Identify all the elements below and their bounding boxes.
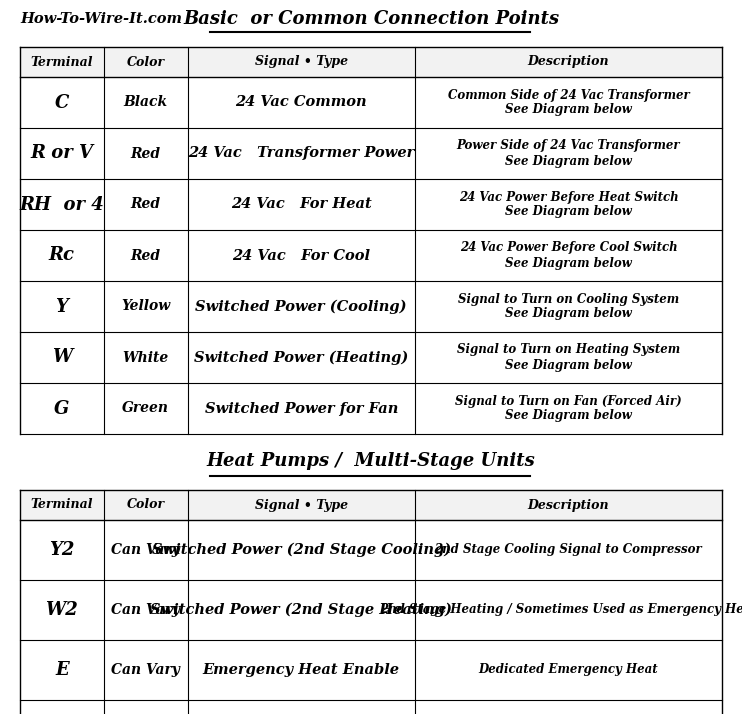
Text: Switched Power (Cooling): Switched Power (Cooling) <box>195 299 407 313</box>
Text: Description: Description <box>528 498 609 511</box>
Bar <box>20 490 722 520</box>
Text: Signal to Turn on Heating System
See Diagram below: Signal to Turn on Heating System See Dia… <box>457 343 680 371</box>
Bar <box>20 230 722 281</box>
Bar <box>20 580 722 640</box>
Text: Signal to Turn on Cooling System
See Diagram below: Signal to Turn on Cooling System See Dia… <box>458 293 679 321</box>
Text: Signal • Type: Signal • Type <box>255 498 348 511</box>
Bar <box>20 128 722 179</box>
Text: Dedicated Emergency Heat: Dedicated Emergency Heat <box>479 663 658 676</box>
Text: Can Vary: Can Vary <box>111 543 180 557</box>
Text: Color: Color <box>127 56 165 69</box>
Text: Black: Black <box>124 96 168 109</box>
Text: Basic  or Common Connection Points: Basic or Common Connection Points <box>183 10 559 28</box>
Text: 24 Vac Power Before Heat Switch
See Diagram below: 24 Vac Power Before Heat Switch See Diag… <box>459 191 678 218</box>
Text: Switched Power (2nd Stage Heating): Switched Power (2nd Stage Heating) <box>151 603 452 617</box>
Text: Color: Color <box>127 498 165 511</box>
Text: 24 Vac Common: 24 Vac Common <box>235 96 367 109</box>
Text: R or V: R or V <box>30 144 93 163</box>
Bar <box>20 520 722 580</box>
Text: Signal to Turn on Fan (Forced Air)
See Diagram below: Signal to Turn on Fan (Forced Air) See D… <box>455 395 682 423</box>
Text: W2: W2 <box>45 601 78 619</box>
Text: Switched Power for Fan: Switched Power for Fan <box>205 401 398 416</box>
Text: Y: Y <box>56 298 68 316</box>
Text: Switched Power (Heating): Switched Power (Heating) <box>194 351 408 365</box>
Text: How-To-Wire-It.com: How-To-Wire-It.com <box>20 12 182 26</box>
Text: 24 Vac   Transformer Power: 24 Vac Transformer Power <box>188 146 414 161</box>
Text: Switched Power (2nd Stage Cooling): Switched Power (2nd Stage Cooling) <box>151 543 450 557</box>
Bar <box>20 332 722 383</box>
Text: Can Vary: Can Vary <box>111 603 180 617</box>
Text: Common Side of 24 Vac Transformer
See Diagram below: Common Side of 24 Vac Transformer See Di… <box>447 89 689 116</box>
Text: 2nd Stage Heating / Sometimes Used as Emergency Heat: 2nd Stage Heating / Sometimes Used as Em… <box>380 603 742 616</box>
Text: Emergency Heat Enable: Emergency Heat Enable <box>203 663 400 677</box>
Text: 24 Vac   For Cool: 24 Vac For Cool <box>232 248 370 263</box>
Text: RH  or 4: RH or 4 <box>19 196 105 213</box>
Text: Red: Red <box>131 248 161 263</box>
Text: Description: Description <box>528 56 609 69</box>
Bar <box>20 179 722 230</box>
Text: Terminal: Terminal <box>30 498 93 511</box>
Text: Terminal: Terminal <box>30 56 93 69</box>
Text: Rc: Rc <box>49 246 75 264</box>
Text: W: W <box>52 348 72 366</box>
Text: C: C <box>55 94 69 111</box>
Text: G: G <box>54 400 70 418</box>
Text: Red: Red <box>131 146 161 161</box>
Bar <box>20 47 722 77</box>
Bar <box>20 700 722 714</box>
Bar <box>20 281 722 332</box>
Text: 24 Vac   For Heat: 24 Vac For Heat <box>231 198 372 211</box>
Text: Can Vary: Can Vary <box>111 663 180 677</box>
Bar <box>20 77 722 128</box>
Text: Y2: Y2 <box>49 541 74 559</box>
Text: Power Side of 24 Vac Transformer
See Diagram below: Power Side of 24 Vac Transformer See Dia… <box>456 139 680 168</box>
Bar <box>20 383 722 434</box>
Text: Red: Red <box>131 198 161 211</box>
Text: E: E <box>55 661 69 679</box>
Text: Yellow: Yellow <box>121 299 170 313</box>
Bar <box>20 640 722 700</box>
Text: 2nd Stage Cooling Signal to Compressor: 2nd Stage Cooling Signal to Compressor <box>435 543 703 556</box>
Text: White: White <box>122 351 168 365</box>
Text: Signal • Type: Signal • Type <box>255 56 348 69</box>
Text: Green: Green <box>122 401 169 416</box>
Text: 24 Vac Power Before Cool Switch
See Diagram below: 24 Vac Power Before Cool Switch See Diag… <box>459 241 677 269</box>
Text: Heat Pumps /  Multi-Stage Units: Heat Pumps / Multi-Stage Units <box>206 452 536 470</box>
